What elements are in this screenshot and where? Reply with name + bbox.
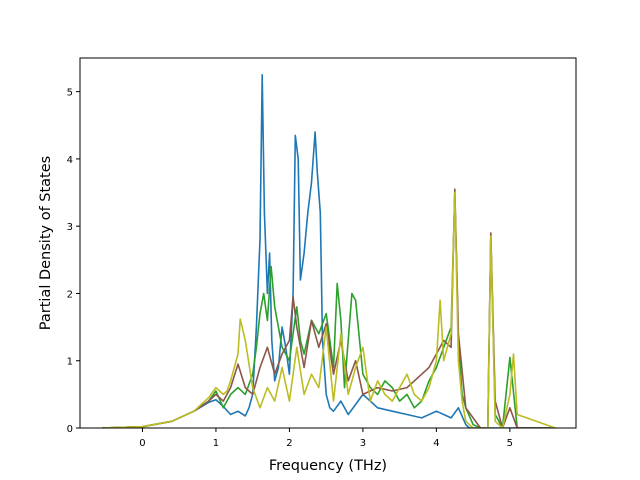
plot-frame [79,57,577,429]
y-axis-label: Partial Density of States [38,156,54,330]
series-line-3 [101,188,556,428]
y-tick-label: 3 [67,222,73,233]
x-tick-label: 5 [507,438,513,449]
y-axis-ticks: 0 1 2 3 4 5 [67,88,80,435]
x-tick-label: 0 [139,438,145,449]
x-tick-label: 2 [286,438,292,449]
x-tick-label: 3 [360,438,366,449]
x-tick-label: 4 [433,438,439,449]
y-tick-label: 2 [67,289,73,300]
y-tick-label: 1 [67,357,73,368]
x-tick-label: 1 [213,438,219,449]
series-line-4 [101,191,556,428]
y-tick-label: 0 [67,424,73,435]
series-line-1 [101,74,556,428]
series-layer [101,74,556,428]
y-tick-label: 5 [67,88,73,99]
y-tick-label: 4 [67,155,73,166]
series-line-2 [101,191,556,428]
x-axis-ticks: 0 1 2 3 4 5 [139,428,513,449]
x-axis-label: Frequency (THz) [269,458,387,474]
